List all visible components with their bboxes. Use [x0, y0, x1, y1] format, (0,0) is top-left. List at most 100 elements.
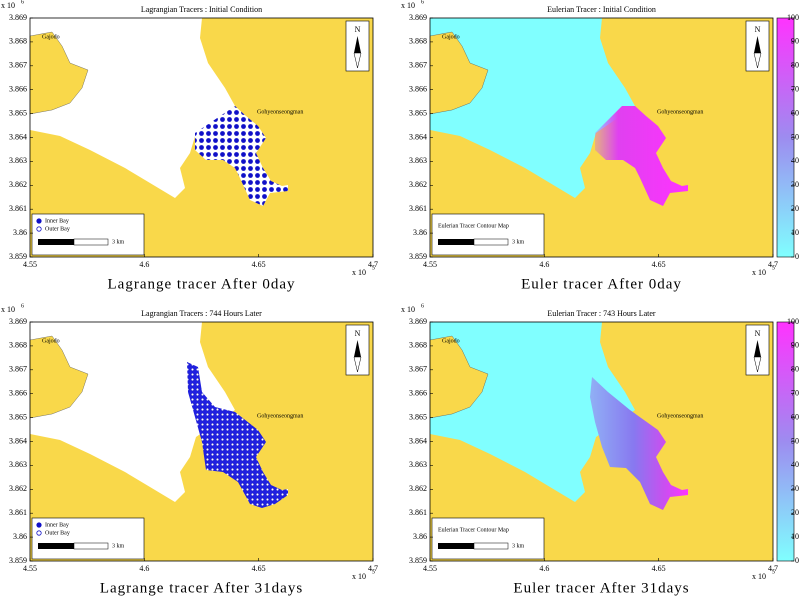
map-panel: Eulerian Tracer : Initial Condition Gajod… [401, 0, 799, 292]
place-label: Gajodo [442, 34, 460, 40]
colorbar-tick-label: 100 [787, 13, 799, 22]
y-tick-label: 3.86 [413, 228, 427, 237]
scale-bar-label: 3 km [112, 543, 125, 549]
y-tick-label: 3.864 [409, 436, 427, 445]
scale-bar-black [38, 239, 74, 245]
water [430, 322, 635, 502]
colorbar-tick-label: 70 [791, 85, 799, 94]
panel-title: Eulerian Tracer : 743 Hours Later [547, 309, 656, 318]
map-shapes [29, 322, 288, 508]
y-tick-label: 3.866 [409, 389, 427, 398]
y-tick-label: 3.868 [9, 341, 27, 350]
north-label: N [755, 25, 761, 34]
colorbar-tick-label: 0 [795, 252, 799, 261]
colorbar-tick-label: 90 [791, 37, 799, 46]
scale-bar-black [38, 543, 74, 549]
colorbar-tick-label: 90 [791, 341, 799, 350]
legend-entry: Outer Bay [45, 530, 70, 536]
y-tick-label: 3.859 [9, 556, 27, 565]
y-tick-label: 3.859 [9, 252, 27, 261]
place-label: Gohyeonseongman [657, 413, 703, 419]
y-tick-label: 3.867 [409, 365, 427, 374]
y-tick-label: 3.868 [409, 37, 427, 46]
scale-bar-black [438, 239, 474, 245]
colorbar-tick-label: 70 [791, 389, 799, 398]
north-label: N [355, 25, 361, 34]
y-scale-label: x 10 [1, 305, 15, 314]
x-tick-label: 4.65 [652, 260, 666, 269]
y-scale-exponent: 6 [21, 0, 24, 5]
map-panel: Eulerian Tracer : 743 Hours Later Gajodo G… [401, 303, 799, 596]
x-tick-label: 4.55 [23, 260, 37, 269]
water [30, 322, 235, 502]
y-tick-label: 3.861 [9, 508, 27, 517]
colorbar-tick-label: 50 [791, 436, 799, 445]
x-tick-label: 4.6 [139, 260, 149, 269]
y-tick-label: 3.865 [409, 412, 427, 421]
colorbar-tick-label: 60 [791, 108, 799, 117]
concentration-plume [595, 106, 688, 206]
y-tick-label: 3.869 [9, 317, 27, 326]
x-scale-exponent: 5 [372, 569, 375, 575]
colorbar-tick-label: 100 [787, 317, 799, 326]
y-tick-label: 3.861 [409, 508, 427, 517]
colorbar-tick-label: 40 [791, 460, 799, 469]
north-label: N [355, 329, 361, 338]
y-scale-exponent: 6 [21, 303, 24, 309]
x-scale-exponent: 5 [772, 265, 775, 271]
place-label: Gohyeonseongman [657, 109, 703, 115]
north-arrow [354, 340, 361, 357]
legend-symbol [36, 522, 42, 528]
legend-symbol [36, 226, 42, 232]
panel-title: Lagrangian Tracers : Initial Condition [141, 5, 262, 14]
y-tick-label: 3.862 [409, 484, 427, 493]
water [30, 18, 235, 198]
x-tick-label: 4.55 [23, 564, 37, 573]
island [29, 335, 89, 419]
y-tick-label: 3.865 [9, 108, 27, 117]
map-shapes [429, 322, 688, 510]
island [429, 31, 489, 115]
y-scale-label: x 10 [401, 1, 415, 10]
x-scale-label: x 10 [352, 572, 366, 581]
colorbar-tick-label: 0 [795, 556, 799, 565]
scale-bar-label: 3 km [512, 239, 525, 245]
scale-bar-label: 3 km [512, 543, 525, 549]
map-panel: Lagrangian Tracers : 744 Hours Later Gajo… [1, 303, 378, 596]
concentration-plume [590, 377, 688, 510]
y-tick-label: 3.861 [409, 204, 427, 213]
y-scale-exponent: 6 [421, 0, 424, 5]
x-tick-label: 4.6 [139, 564, 149, 573]
colorbar-tick-label: 50 [791, 132, 799, 141]
y-tick-label: 3.861 [9, 204, 27, 213]
y-tick-label: 3.869 [9, 13, 27, 22]
colorbar-tick-label: 20 [791, 508, 799, 517]
y-tick-label: 3.866 [9, 85, 27, 94]
scale-bar-white [473, 238, 509, 246]
y-tick-label: 3.86 [13, 228, 27, 237]
north-arrow [353, 356, 362, 373]
legend-box [431, 213, 545, 256]
caption: Euler tracer After 0day [521, 276, 682, 292]
y-tick-label: 3.86 [13, 532, 27, 541]
x-scale-exponent: 5 [772, 569, 775, 575]
water [430, 18, 635, 198]
scale-bar-white [73, 238, 109, 246]
caption: Euler tracer After 31days [513, 580, 689, 596]
scale-bar-white [73, 542, 109, 550]
north-arrow [354, 36, 361, 53]
y-scale-label: x 10 [1, 1, 15, 10]
x-tick-label: 4.55 [423, 260, 437, 269]
north-arrow [753, 52, 762, 69]
place-label: Gajodo [442, 338, 460, 344]
x-scale-label: x 10 [752, 268, 766, 277]
y-tick-label: 3.863 [9, 156, 27, 165]
place-label: Gohyeonseongman [257, 109, 303, 115]
x-tick-label: 4.65 [252, 260, 266, 269]
y-scale-label: x 10 [401, 305, 415, 314]
y-tick-label: 3.863 [409, 460, 427, 469]
caption: Lagrange tracer After 0day [108, 276, 296, 292]
place-label: Gajodo [42, 34, 60, 40]
legend-entry: Inner Bay [45, 218, 69, 224]
